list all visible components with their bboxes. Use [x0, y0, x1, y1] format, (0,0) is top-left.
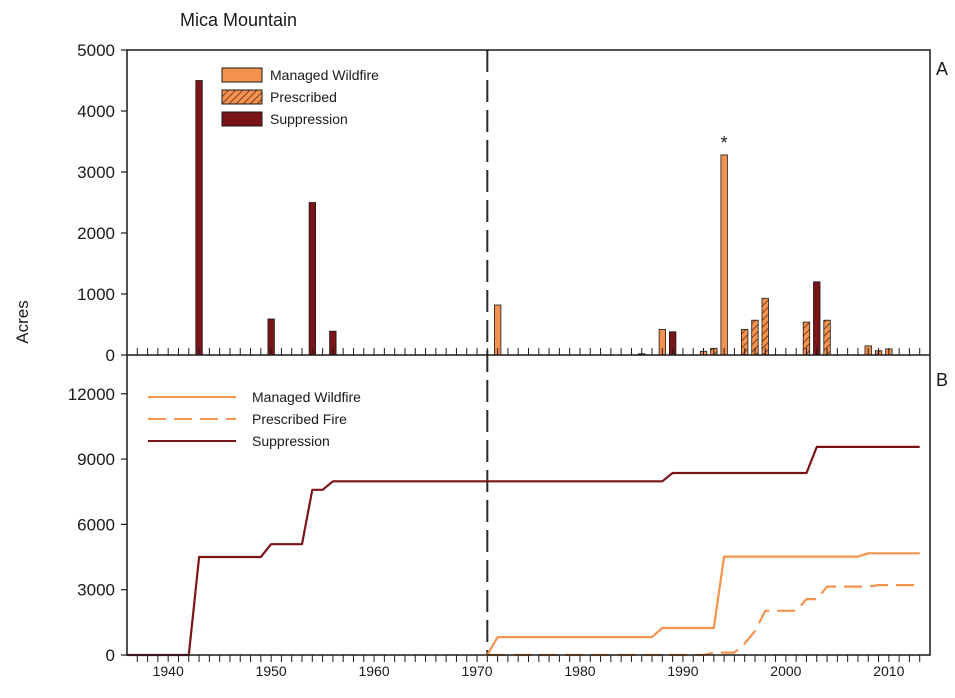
panel-b-label: B: [936, 370, 948, 390]
x-tick-label-2010: 2010: [873, 663, 904, 679]
y-tick-label-a-5000: 5000: [77, 41, 115, 60]
x-tick-label-1960: 1960: [358, 663, 389, 679]
y-tick-label-a-3000: 3000: [77, 163, 115, 182]
x-tick-label-1940: 1940: [153, 663, 184, 679]
bar-managed-wildfire-1972: [493, 304, 502, 356]
panel-a-label: A: [936, 59, 948, 79]
y-tick-label-b-12000: 12000: [68, 385, 115, 404]
x-tick-label-1950: 1950: [256, 663, 287, 679]
line-prescribed-fire: [487, 584, 920, 657]
legend-b-label-suppression: Suppression: [252, 433, 330, 449]
legend-b-label-managed-wildfire: Managed Wildfire: [252, 389, 361, 405]
y-tick-label-a-4000: 4000: [77, 102, 115, 121]
y-tick-label-b-0: 0: [106, 646, 115, 665]
bar-prescribed-1998: [761, 297, 769, 356]
line-suppression: [127, 445, 920, 657]
panel-b-line-chart: 0 3000 6000 9000 12000 1940 1950 1960 1970 1980 19…: [68, 385, 921, 679]
legend-a-label-managed-wildfire: Managed Wildfire: [270, 67, 379, 83]
y-tick-label-a-2000: 2000: [77, 224, 115, 243]
y-tick-label-b-6000: 6000: [77, 515, 115, 534]
legend-a-swatch-managed-wildfire: [221, 67, 263, 83]
legend-a-swatch-suppression: [221, 111, 263, 127]
x-tick-label-1980: 1980: [564, 663, 595, 679]
chart-title: Mica Mountain: [180, 10, 297, 30]
legend-a: Managed Wildfire Prescribed Suppression: [221, 67, 379, 127]
bar-suppression-1954: [308, 202, 317, 356]
x-tick-label-2000: 2000: [770, 663, 801, 679]
legend-b: Managed Wildfire Prescribed Fire Suppres…: [148, 389, 361, 449]
y-tick-label-b-9000: 9000: [77, 450, 115, 469]
bar-managed-wildfire-1994: [720, 154, 728, 356]
x-tick-label-1970: 1970: [461, 663, 492, 679]
bar-suppression-2003: [813, 281, 821, 356]
panel-a-bar-chart: * 0 1000 2000 3000 4000 5000: [77, 41, 921, 655]
plot-frame: [126, 49, 931, 656]
annotation-asterisk: *: [721, 133, 728, 153]
y-tick-label-a-0: 0: [106, 346, 115, 365]
legend-b-label-prescribed-fire: Prescribed Fire: [252, 411, 347, 427]
legend-a-label-prescribed: Prescribed: [270, 89, 337, 105]
legend-a-label-suppression: Suppression: [270, 111, 348, 127]
y-tick-label-b-3000: 3000: [77, 581, 115, 600]
y-axis-label: Acres: [13, 300, 32, 343]
line-managed-wildfire: [486, 552, 920, 656]
bar-suppression-1943: [195, 80, 203, 356]
legend-a-swatch-prescribed: [221, 89, 263, 105]
x-tick-label-1990: 1990: [667, 663, 698, 679]
y-tick-label-a-1000: 1000: [77, 285, 115, 304]
